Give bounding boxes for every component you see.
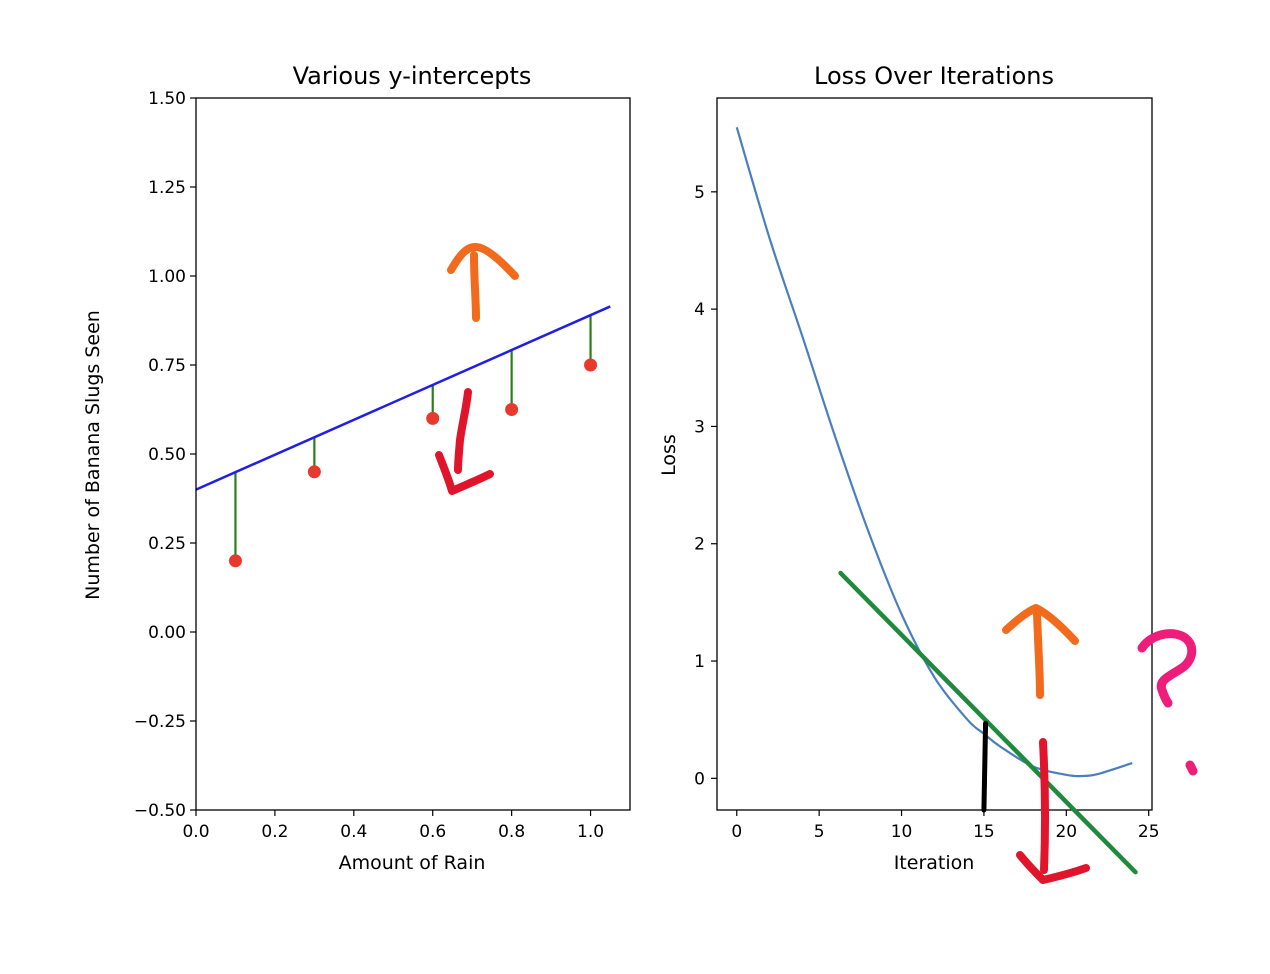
right-x-label: Iteration [894,852,975,874]
data-point [584,358,598,372]
loss-curve [735,127,1133,778]
chart-right-title: Loss Over Iterations [814,62,1054,90]
left-y-tick-label: 0.50 [148,445,186,465]
left-y-tick-label: −0.25 [134,712,186,732]
iteration-15-marker [981,720,989,813]
left-y-tick-label: −0.50 [134,801,186,821]
data-point [426,411,440,425]
right-y-tick-label: 0 [694,769,705,789]
left-x-tick-label: 0.2 [261,822,288,842]
left-y-tick-label: 0.00 [148,623,186,643]
left-plot-frame [195,97,631,811]
right-x-tick-label: 20 [1055,822,1077,842]
fit-line [195,305,611,491]
right-y-tick-label: 5 [694,183,705,203]
right-down-arrow [1016,738,1090,884]
right-plot-frame [716,97,1153,811]
tangent-line [838,570,1138,875]
left-y-tick-label: 0.75 [148,356,186,376]
right-x-tick-label: 0 [731,822,742,842]
left-y-tick-label: 1.50 [148,89,186,109]
left-down-arrow [435,388,494,495]
left-x-tick-label: 0.8 [498,822,525,842]
right-y-tick-label: 1 [694,652,705,672]
left-x-label: Amount of Rain [339,852,486,874]
left-y-tick-label: 0.25 [148,534,186,554]
chart-left: Various y-intercepts 0.0 0.2 0.4 0.6 0.8 1.0 −… [82,62,631,874]
left-axis-ticks: 0.0 0.2 0.4 0.6 0.8 1.0 −0.50 −0.25 0.00 0.25 0.50… [134,89,604,842]
data-point [505,403,519,416]
question-mark [1137,629,1198,776]
right-y-tick-label: 3 [694,417,705,437]
left-up-arrow [447,243,519,322]
left-residuals [234,315,592,561]
left-y-tick-label: 1.25 [148,178,186,198]
left-x-tick-label: 0.6 [419,822,446,842]
right-y-tick-label: 2 [694,535,705,555]
chart-right: Loss Over Iterations 0 5 10 15 20 25 0 1 2 3 4 5 It… [658,62,1160,875]
left-x-tick-label: 1.0 [577,822,604,842]
chart-left-title: Various y-intercepts [293,62,532,90]
right-x-tick-label: 5 [814,822,825,842]
right-up-arrow [1002,604,1079,699]
data-point [228,554,242,568]
left-x-tick-label: 0.0 [182,822,209,842]
left-y-label: Number of Banana Slugs Seen [82,310,104,600]
right-y-label: Loss [658,434,680,476]
left-y-tick-label: 1.00 [148,267,186,287]
right-y-tick-label: 4 [694,300,705,320]
data-points [228,358,598,568]
left-x-tick-label: 0.4 [340,822,367,842]
right-x-tick-label: 25 [1138,822,1160,842]
right-x-tick-label: 10 [891,822,913,842]
data-point [307,465,321,479]
right-x-tick-label: 15 [973,822,995,842]
annotations [435,243,1198,884]
right-axis-ticks: 0 5 10 15 20 25 0 1 2 3 4 5 [694,183,1159,842]
